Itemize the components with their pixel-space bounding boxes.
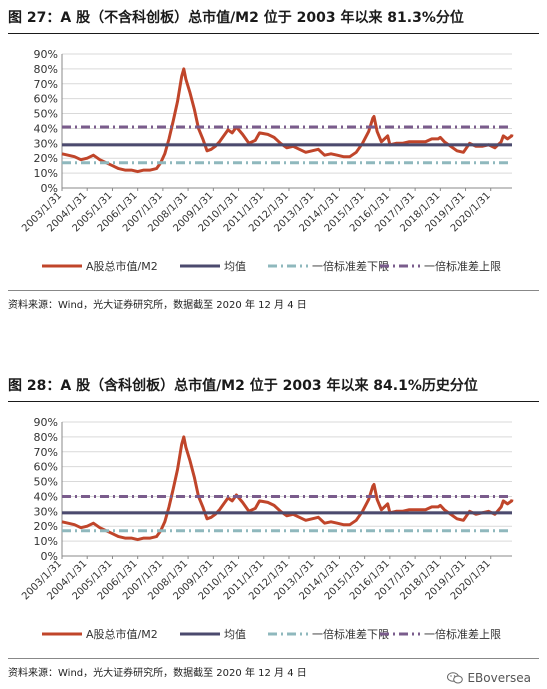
legend-label: 一倍标准差下限 [312,259,389,273]
y-tick-label: 50% [34,108,58,121]
title-divider [8,33,539,34]
y-tick-label: 50% [34,476,58,489]
title-divider [8,401,539,402]
legend-label: 均值 [224,628,246,641]
y-tick-label: 90% [34,416,58,429]
watermark-text: EBoversea [467,671,531,685]
y-tick-label: 70% [34,78,58,91]
y-tick-label: 40% [34,490,58,503]
chart-panel-1: 图 27：A 股（不含科创板）总市值/M2 位于 2003 年以来 81.3%分… [0,6,547,324]
y-tick-label: 10% [34,167,58,180]
y-tick-label: 20% [34,520,58,533]
source-note: 资料来源：Wind，光大证券研究所，数据截至 2020 年 12 月 4 日 [8,300,307,311]
y-tick-label: 30% [34,137,58,150]
wechat-icon [447,672,464,684]
legend-label: A股总市值/M2 [86,259,158,273]
chart-panel-2: 图 28：A 股（含科创板）总市值/M2 位于 2003 年以来 84.1%历史… [0,374,547,689]
series-line-ratio [61,435,514,542]
y-tick-label: 10% [34,535,58,548]
chart-2: 0%10%20%30%40%50%60%70%80%90%2003/1/3120… [20,416,514,641]
y-tick-label: 30% [34,505,58,518]
watermark: EBoversea [447,671,531,685]
y-tick-label: 20% [34,152,58,165]
y-tick-label: 60% [34,93,58,106]
y-tick-label: 60% [34,461,58,474]
y-tick-label: 80% [34,431,58,444]
chart-1: 0%10%20%30%40%50%60%70%80%90%2003/1/3120… [20,48,514,273]
series-line-ratio [61,67,514,174]
legend-label: 一倍标准差上限 [424,627,501,641]
y-tick-label: 90% [34,48,58,61]
source-note: 资料来源：Wind，光大证券研究所，数据截至 2020 年 12 月 4 日 [8,668,307,679]
y-tick-label: 70% [34,446,58,459]
figure-title: 图 27：A 股（不含科创板）总市值/M2 位于 2003 年以来 81.3%分… [8,10,464,26]
y-tick-label: 0% [41,182,58,195]
source-divider [8,290,539,291]
y-tick-label: 40% [34,122,58,135]
legend-label: 均值 [224,260,246,273]
source-divider [8,658,539,659]
figure-title: 图 28：A 股（含科创板）总市值/M2 位于 2003 年以来 84.1%历史… [8,378,478,394]
legend-label: 一倍标准差上限 [424,259,501,273]
legend-label: A股总市值/M2 [86,627,158,641]
y-tick-label: 80% [34,63,58,76]
legend-label: 一倍标准差下限 [312,627,389,641]
y-tick-label: 0% [41,550,58,563]
